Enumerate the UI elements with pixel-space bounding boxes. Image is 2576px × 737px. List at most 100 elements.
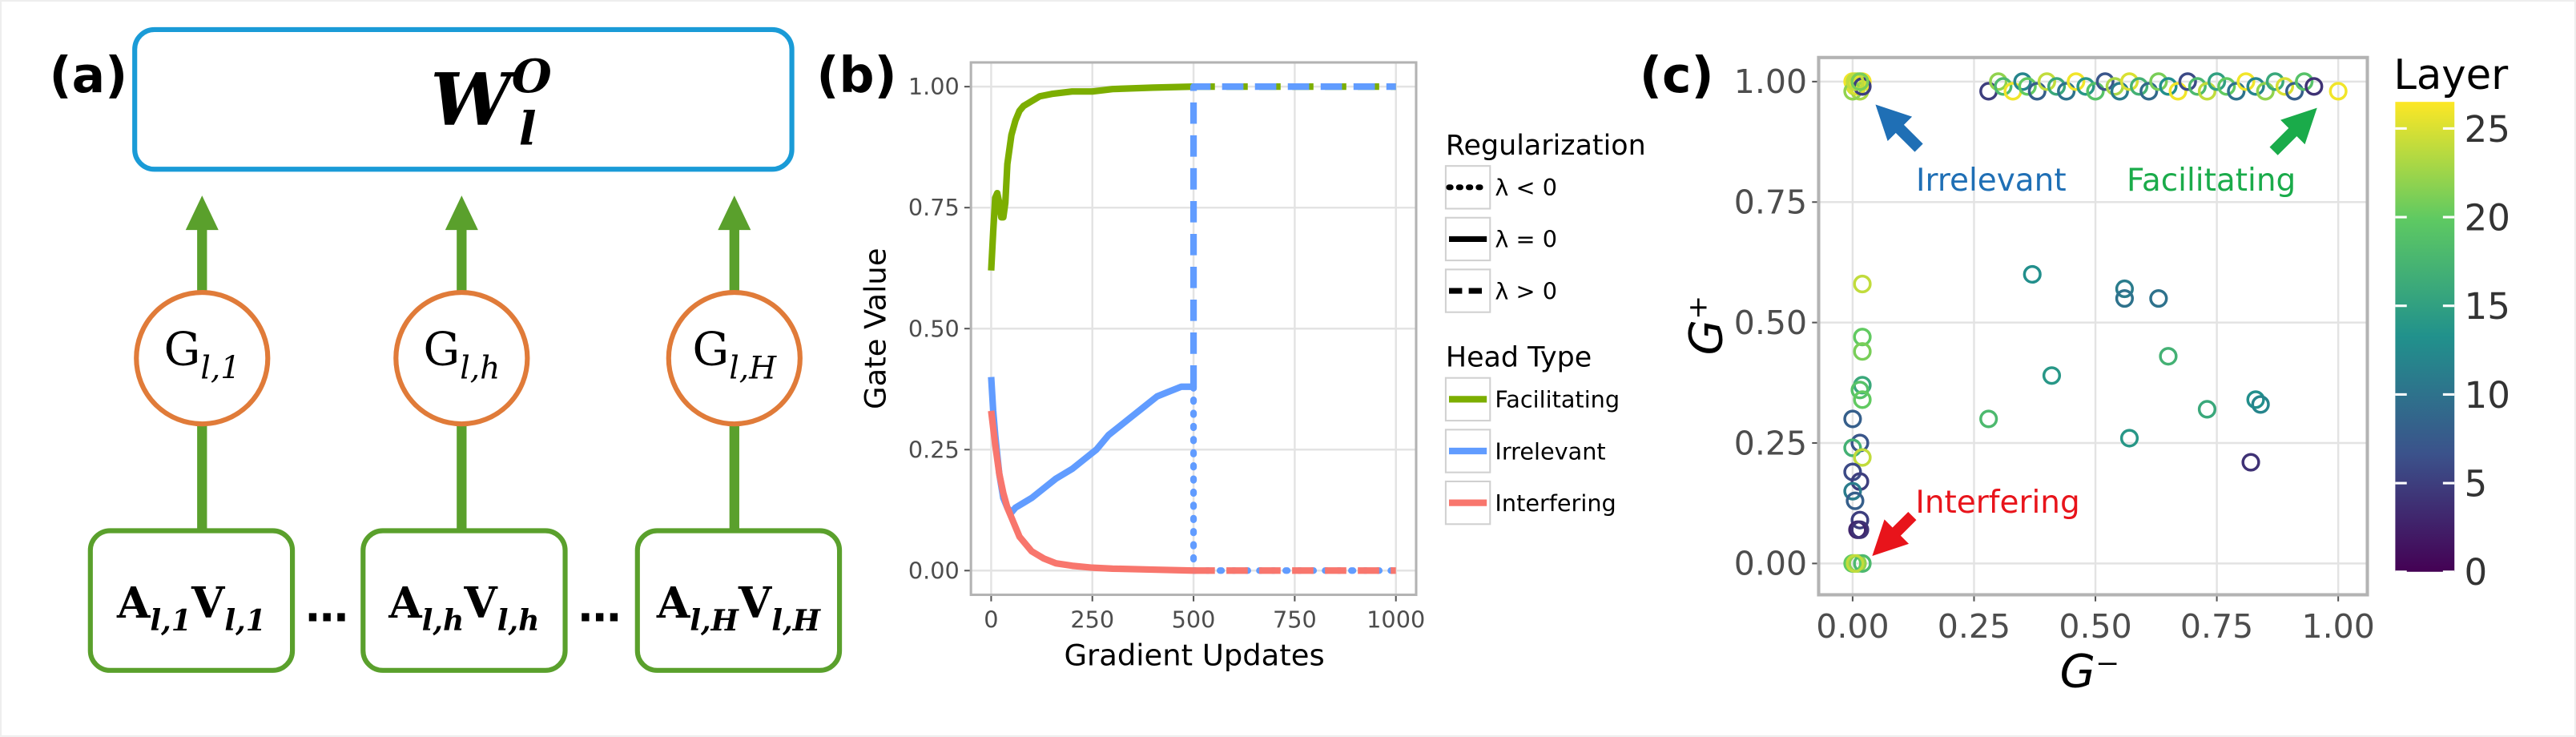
- point: [1850, 381, 1870, 400]
- point: [2275, 77, 2295, 96]
- label-subscript: l,h: [497, 603, 540, 638]
- annotation-arrow: [1872, 511, 1917, 557]
- x-tick-label: 750: [1273, 606, 1317, 633]
- point: [2159, 347, 2178, 366]
- point: [2095, 72, 2115, 91]
- x-axis-label: G⁻: [2059, 644, 2119, 698]
- legend-label: Facilitating: [1495, 386, 1620, 413]
- point: [2284, 82, 2304, 101]
- annotation-arrow: [2269, 107, 2317, 155]
- point: [2304, 77, 2324, 96]
- colorbar-tick-label: 5: [2465, 462, 2488, 505]
- label-part: V: [191, 578, 226, 628]
- point: [2149, 72, 2168, 91]
- label-subscript: l,h: [422, 603, 465, 638]
- point: [2027, 82, 2047, 101]
- point: [2130, 77, 2149, 96]
- colorbar-title: Layer: [2393, 51, 2509, 99]
- line: [988, 83, 1194, 271]
- arrow-head: [185, 195, 219, 231]
- line: [988, 410, 1194, 574]
- point: [2188, 77, 2207, 96]
- y-tick-label: 0.75: [1734, 183, 1807, 222]
- panel-label: (c): [1640, 46, 1714, 104]
- point: [2139, 82, 2159, 101]
- point: [2042, 366, 2062, 385]
- point: [2159, 77, 2178, 96]
- point: [2057, 82, 2076, 101]
- gate-label: Gl,1: [163, 322, 240, 386]
- legend-label: Irrelevant: [1495, 437, 1605, 465]
- head-node: [87, 528, 296, 673]
- point: [2013, 72, 2032, 91]
- point: [2119, 429, 2139, 448]
- point: [1845, 554, 1865, 573]
- label-subscript: l,H: [771, 603, 821, 638]
- legend-label: λ < 0: [1495, 174, 1557, 201]
- y-tick-label: 0.75: [908, 194, 960, 221]
- point: [2256, 82, 2275, 101]
- point: [2251, 395, 2270, 414]
- point: [1853, 448, 1872, 467]
- x-tick-label: 0: [984, 606, 998, 633]
- legend-key: [1444, 268, 1491, 313]
- point: [1994, 77, 2013, 96]
- gate-label: Gl,h: [423, 322, 500, 386]
- point: [1853, 342, 1872, 361]
- point: [2178, 72, 2197, 91]
- point: [1850, 72, 1870, 91]
- point: [2076, 77, 2095, 96]
- label-part: G: [423, 322, 460, 376]
- label-part: W: [430, 58, 517, 143]
- label-subscript: l,1: [200, 351, 240, 387]
- point: [2119, 72, 2139, 91]
- y-tick-label: 1.00: [1734, 62, 1807, 101]
- point: [2246, 390, 2265, 409]
- panel-label: (b): [816, 46, 896, 104]
- point: [2110, 82, 2129, 101]
- head-label: Al,1Vl,1: [116, 578, 266, 638]
- gate-node: [393, 290, 530, 427]
- plot-lines: [988, 83, 1399, 574]
- point: [1853, 554, 1872, 573]
- ellipsis: …: [578, 582, 621, 631]
- point: [1989, 72, 2008, 91]
- point: [2115, 288, 2134, 308]
- point: [1853, 390, 1872, 409]
- point: [2241, 453, 2260, 472]
- colorbar-tick-label: 20: [2465, 196, 2510, 239]
- point: [2217, 77, 2236, 96]
- y-tick-label: 0.00: [908, 557, 960, 584]
- label-subscript: l: [519, 101, 537, 155]
- label-part: A: [116, 578, 151, 628]
- point: [2328, 82, 2348, 101]
- point: [1850, 520, 1870, 539]
- annotation: Irrelevant: [1916, 163, 2067, 199]
- point: [2037, 72, 2056, 91]
- x-tick-label: 1000: [1366, 606, 1425, 633]
- legend-label: λ = 0: [1495, 226, 1557, 253]
- point: [2018, 77, 2037, 96]
- x-tick-label: 0.00: [1816, 607, 1889, 646]
- head-label: Al,HVl,H: [656, 578, 822, 638]
- point: [2168, 82, 2188, 101]
- y-tick-label: 1.00: [908, 73, 960, 100]
- arrow-head: [718, 195, 751, 231]
- point: [2208, 72, 2227, 91]
- annotation: Facilitating: [2127, 163, 2296, 199]
- point: [1979, 409, 1998, 429]
- y-tick-label: 0.50: [908, 315, 960, 342]
- point: [1843, 409, 1862, 429]
- point: [2086, 82, 2105, 101]
- output-label: WO l: [430, 49, 551, 156]
- colorbar: [2395, 102, 2455, 572]
- point: [2067, 72, 2086, 91]
- x-tick-label: 250: [1070, 606, 1114, 633]
- x-axis-label: Gradient Updates: [1064, 638, 1324, 673]
- point: [2227, 82, 2246, 101]
- y-axis-label: Gate Value: [859, 248, 893, 409]
- point: [2023, 264, 2042, 284]
- point: [1850, 510, 1870, 530]
- label-subscript: l,1: [224, 603, 266, 638]
